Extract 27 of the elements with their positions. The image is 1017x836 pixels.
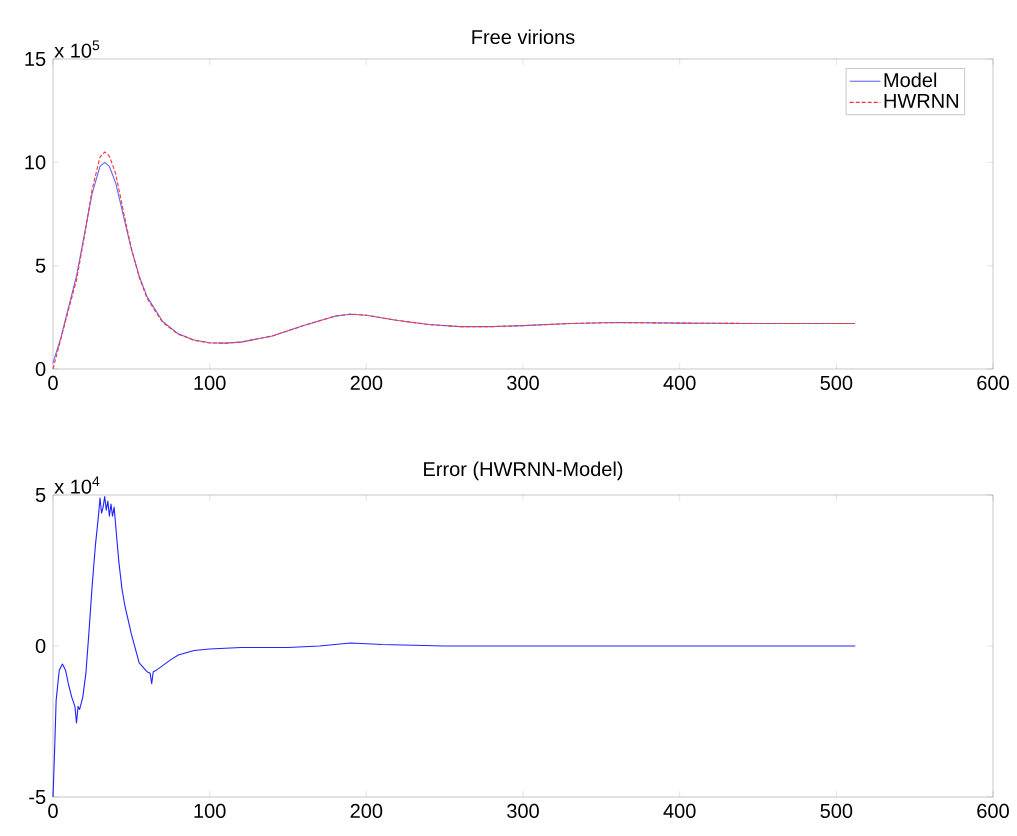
legend-label: HWRNN — [884, 93, 958, 108]
x-tick-label: 100 — [194, 803, 226, 819]
x-tick-label: 0 — [48, 375, 58, 391]
x-tick-label: 400 — [663, 375, 696, 391]
x-tick-label: 200 — [350, 803, 383, 819]
x-tick-label: 600 — [977, 803, 1009, 819]
chart-title: Free virions — [472, 29, 575, 45]
x-tick-label: 300 — [507, 375, 539, 391]
text: x 10$^{4}$ — [54, 476, 100, 494]
y-tick-label: 0 — [35, 361, 46, 377]
legend-label: Model — [884, 72, 937, 88]
y-tick-label: 5 — [35, 258, 46, 273]
text: x 10$^{5}$ — [54, 40, 100, 58]
x-tick-label: 100 — [194, 375, 226, 391]
y-tick-label: 10 — [25, 155, 46, 170]
x-tick-label: 300 — [507, 803, 539, 819]
x-tick-label: 500 — [820, 375, 853, 391]
x-tick-label: 0 — [48, 803, 58, 819]
x-tick-label: 400 — [663, 803, 696, 819]
x-tick-label: 600 — [977, 375, 1009, 391]
y-tick-label: -5 — [29, 790, 46, 804]
x-tick-label: 200 — [350, 375, 383, 391]
y-tick-label: 5 — [35, 488, 46, 502]
x-tick-label: 500 — [820, 803, 853, 819]
y-tick-label: 15 — [25, 52, 46, 66]
chart-title: Error (HWRNN-Model) — [424, 461, 623, 481]
y-tick-label: 0 — [35, 638, 46, 654]
